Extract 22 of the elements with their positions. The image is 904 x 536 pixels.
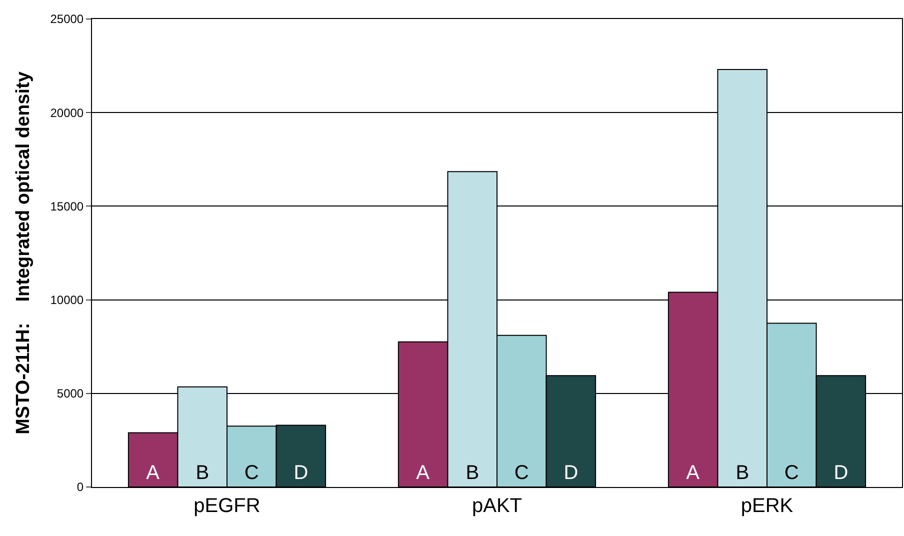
- text: A: [416, 462, 430, 484]
- text: C: [784, 462, 799, 484]
- text: B: [466, 462, 480, 484]
- x-tick-label: pAKT: [472, 495, 522, 517]
- series-label: C: [244, 462, 259, 484]
- y-axis-title: MSTO-211H: Integrated optical density: [13, 71, 34, 434]
- y-tick-label: 5000: [56, 386, 84, 401]
- text: A: [686, 462, 700, 484]
- y-tick-label: 0: [76, 480, 84, 494]
- text: B: [736, 462, 750, 484]
- text: C: [514, 462, 529, 484]
- series-label: A: [146, 462, 160, 484]
- text: D: [834, 462, 848, 484]
- y-tick-label: 20000: [50, 106, 84, 120]
- text: D: [564, 462, 578, 484]
- y-tick-label: 25000: [50, 12, 84, 26]
- y-tick-label: 15000: [50, 199, 84, 214]
- y-tick-label: 10000: [50, 293, 84, 307]
- series-label: D: [294, 462, 308, 484]
- x-tick-label: pERK: [740, 495, 794, 517]
- series-label: B: [196, 462, 210, 484]
- x-tick-label: pEGFR: [194, 495, 260, 517]
